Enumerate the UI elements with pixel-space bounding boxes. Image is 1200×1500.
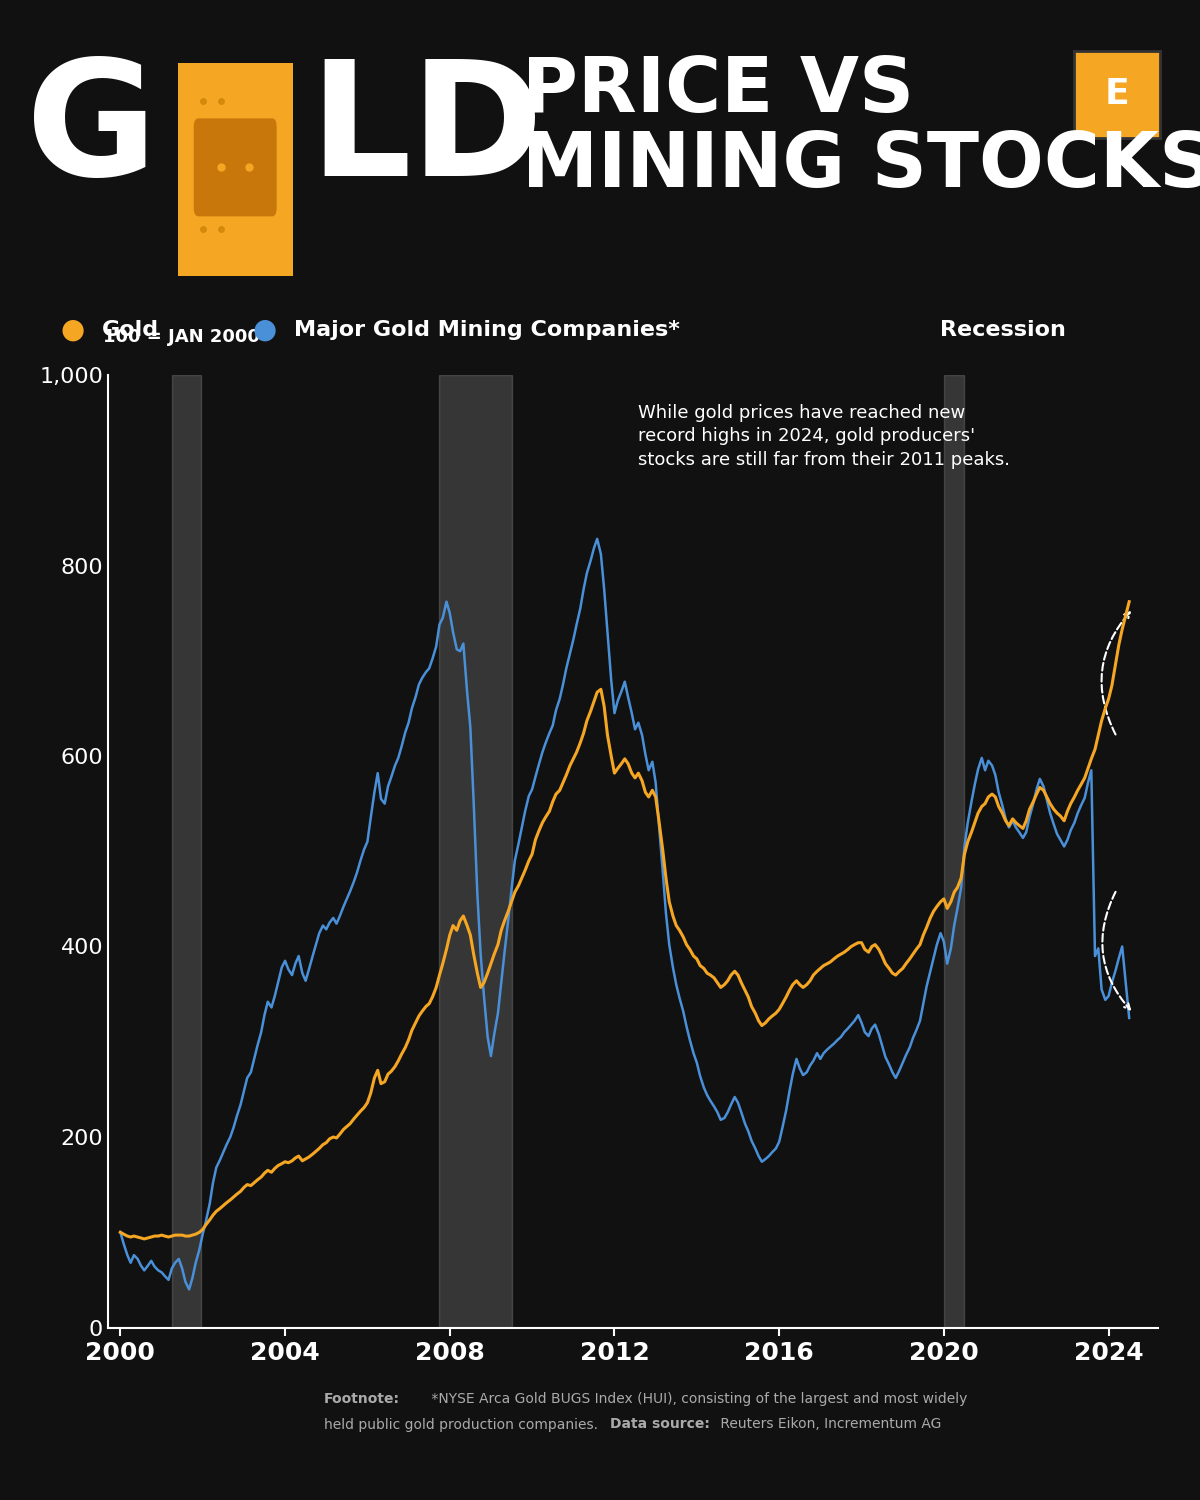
Text: Recession: Recession	[940, 320, 1066, 340]
FancyBboxPatch shape	[193, 118, 277, 216]
Text: ●: ●	[252, 316, 276, 344]
Text: While gold prices have reached new
record highs in 2024, gold producers'
stocks : While gold prices have reached new recor…	[638, 404, 1010, 470]
Text: *NYSE Arca Gold BUGS Index (HUI), consisting of the largest and most widely: *NYSE Arca Gold BUGS Index (HUI), consis…	[427, 1392, 967, 1406]
FancyBboxPatch shape	[174, 53, 296, 286]
Bar	[439, 375, 511, 1328]
Text: Data source:: Data source:	[610, 1418, 709, 1431]
Text: LD: LD	[310, 54, 544, 208]
Text: held public gold production companies.: held public gold production companies.	[324, 1418, 602, 1431]
Text: PRICE VS
MINING STOCKS: PRICE VS MINING STOCKS	[522, 54, 1200, 202]
Text: Gold: Gold	[102, 320, 160, 340]
Bar	[172, 375, 200, 1328]
Text: ●: ●	[60, 316, 84, 344]
Text: Footnote:: Footnote:	[324, 1392, 400, 1406]
Text: G: G	[26, 54, 157, 208]
Text: Major Gold Mining Companies*: Major Gold Mining Companies*	[294, 320, 680, 340]
Bar	[944, 375, 965, 1328]
Text: Reuters Eikon, Incrementum AG: Reuters Eikon, Incrementum AG	[716, 1418, 942, 1431]
Text: E: E	[1105, 78, 1129, 111]
Text: 100 = JAN 2000: 100 = JAN 2000	[103, 328, 259, 346]
